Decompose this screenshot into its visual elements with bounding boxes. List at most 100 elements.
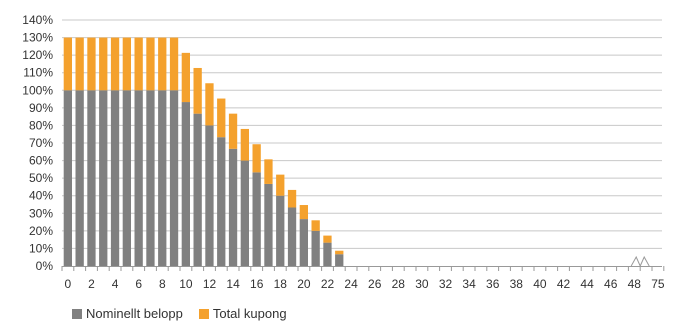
bar-nominellt-belopp: [158, 90, 167, 267]
x-tick-label: 6: [135, 277, 142, 291]
x-tick-label: 24: [344, 277, 358, 291]
x-tick-label: 22: [321, 277, 335, 291]
legend-label-kupong: Total kupong: [212, 306, 287, 321]
bar-total-kupong: [335, 250, 344, 255]
x-tick-label: 8: [159, 277, 166, 291]
axis-break-icon: [630, 255, 650, 268]
bar-total-kupong: [228, 113, 238, 149]
x-axis-ticks: 0 2 4 6 8 10 12 14 16 18 20 22 24 26 28 30 32 34 36 38 40 42 4…: [65, 277, 665, 291]
bar-nominellt-belopp: [323, 242, 332, 266]
x-tick-label: 14: [226, 277, 240, 291]
bar-nominellt-belopp: [335, 254, 344, 266]
x-tick-label: 20: [297, 277, 311, 291]
bar-nominellt-belopp: [110, 90, 120, 267]
bar-nominellt-belopp: [169, 90, 179, 267]
x-tick-label: 44: [580, 277, 594, 291]
bar-total-kupong: [122, 37, 131, 91]
bar-total-kupong: [287, 189, 297, 208]
legend-swatch-nominellt: [72, 308, 82, 319]
x-tick-label: 36: [486, 277, 500, 291]
bar-total-kupong: [276, 174, 285, 196]
y-tick-label: 110%: [23, 66, 53, 80]
bar-nominellt-belopp: [181, 102, 190, 267]
y-tick-label: 20%: [29, 224, 53, 238]
x-tick-label: 34: [462, 277, 476, 291]
legend-item-kupong: Total kupong: [198, 306, 287, 321]
y-tick-label: 60%: [29, 154, 53, 168]
bar-nominellt-belopp: [99, 90, 108, 267]
y-tick-label: 40%: [29, 189, 53, 203]
bar-total-kupong: [193, 67, 202, 114]
y-tick-label: 0%: [36, 259, 54, 273]
bar-nominellt-belopp: [217, 137, 226, 266]
x-tick-label: 30: [415, 277, 429, 291]
bar-nominellt-belopp: [75, 90, 84, 267]
y-tick-label: 90%: [29, 101, 53, 115]
x-tick-label: 10: [179, 277, 193, 291]
x-tick-label: 26: [368, 277, 382, 291]
bar-total-kupong: [217, 98, 226, 138]
bar-nominellt-belopp: [299, 219, 308, 266]
bar-total-kupong: [323, 235, 332, 243]
bar-nominellt-belopp: [276, 195, 285, 266]
bar-total-kupong: [311, 220, 320, 231]
bar-total-kupong: [63, 37, 72, 91]
bar-nominellt-belopp: [134, 90, 143, 267]
y-tick-label: 10%: [29, 241, 53, 255]
bar-total-kupong: [181, 52, 190, 103]
bar-nominellt-belopp: [228, 148, 238, 266]
x-tick-label: 18: [274, 277, 288, 291]
y-tick-label: 70%: [29, 136, 53, 150]
bar-total-kupong: [75, 37, 84, 91]
bars: [63, 37, 344, 267]
bar-total-kupong: [252, 144, 261, 173]
x-tick-label: 75: [651, 277, 665, 291]
bar-total-kupong: [264, 159, 273, 184]
x-tick-label: 0: [65, 277, 72, 291]
x-tick-label: 40: [533, 277, 547, 291]
bar-nominellt-belopp: [122, 90, 131, 267]
stacked-bar-chart: 0%10%20%30%40%50%60%70%80%90%100%110%120…: [22, 13, 665, 291]
legend-label-nominellt: Nominellt belopp: [86, 306, 183, 321]
legend-swatch-kupong: [198, 308, 209, 319]
bar-total-kupong: [205, 83, 214, 126]
x-tick-label: 2: [88, 277, 95, 291]
x-tick-label: 46: [604, 277, 618, 291]
x-tick-label: 48: [628, 277, 642, 291]
x-tick-label: 16: [250, 277, 264, 291]
legend: Nominellt belopp Total kupong: [72, 306, 287, 321]
x-tick-label: 32: [439, 277, 453, 291]
bar-nominellt-belopp: [146, 90, 155, 267]
bar-nominellt-belopp: [193, 113, 202, 266]
bar-nominellt-belopp: [63, 90, 72, 267]
bar-total-kupong: [169, 37, 179, 91]
x-tick-label: 38: [510, 277, 524, 291]
bar-total-kupong: [299, 205, 308, 220]
x-tick-label: 12: [203, 277, 217, 291]
bar-total-kupong: [110, 37, 120, 91]
bar-total-kupong: [240, 128, 249, 161]
y-axis-ticks: 0% 10% 20% 30% 40% 50% 60% 70% 80% 90% 100% 110% 120…: [22, 13, 53, 273]
x-tick-label: 28: [392, 277, 406, 291]
bar-total-kupong: [134, 37, 143, 91]
bar-total-kupong: [99, 37, 108, 91]
bar-total-kupong: [146, 37, 155, 91]
legend-item-nominellt: Nominellt belopp: [72, 306, 183, 321]
x-tick-label: 42: [557, 277, 571, 291]
y-tick-label: 140%: [22, 13, 53, 27]
y-tick-label: 80%: [29, 118, 53, 132]
bar-nominellt-belopp: [287, 207, 297, 266]
x-axis: [61, 255, 665, 271]
y-tick-label: 30%: [29, 206, 53, 220]
bar-nominellt-belopp: [240, 160, 249, 266]
x-tick-label: 4: [112, 277, 119, 291]
bar-nominellt-belopp: [311, 230, 320, 266]
bar-nominellt-belopp: [205, 125, 214, 266]
y-tick-label: 120%: [22, 48, 53, 62]
y-tick-label: 100%: [22, 83, 53, 97]
y-tick-label: 50%: [29, 171, 53, 185]
bar-nominellt-belopp: [264, 183, 273, 266]
y-tick-label: 130%: [22, 31, 53, 45]
bar-nominellt-belopp: [252, 172, 261, 266]
bar-total-kupong: [158, 37, 167, 91]
